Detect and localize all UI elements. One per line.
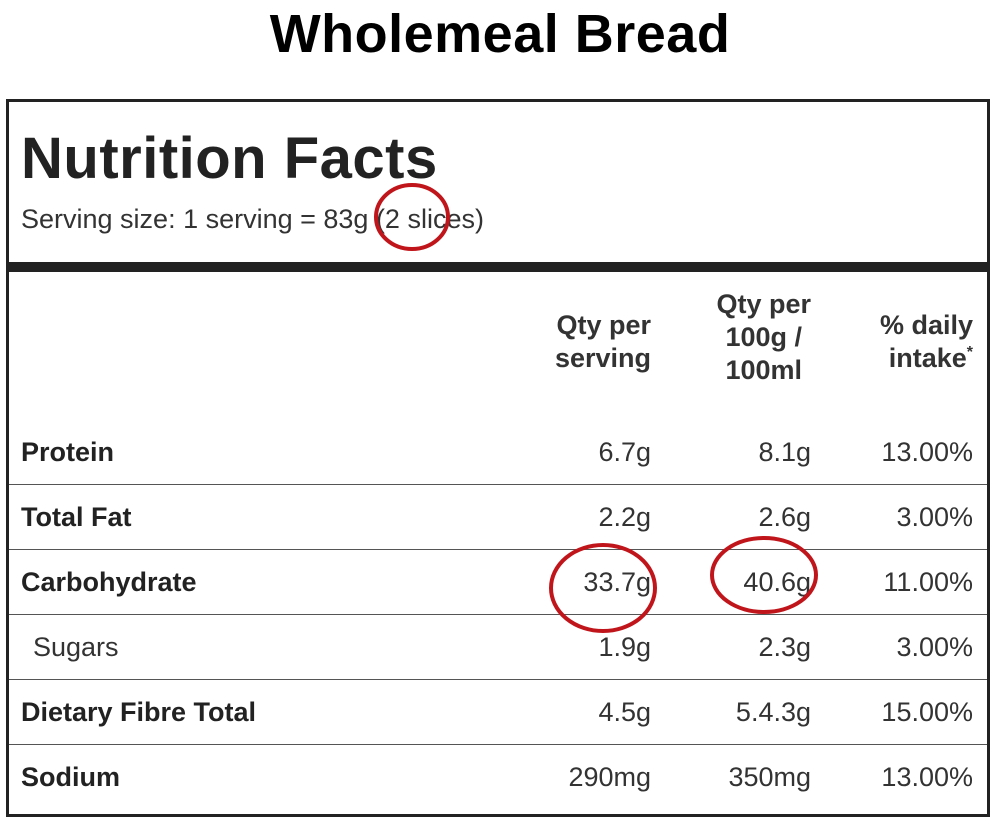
daily-intake-value: 15.00% bbox=[881, 697, 973, 727]
nutrition-facts-heading: Nutrition Facts bbox=[21, 126, 438, 191]
daily-intake-value: 13.00% bbox=[881, 762, 973, 792]
column-header-line: serving bbox=[554, 343, 651, 373]
per-serving-value: 2.2g bbox=[598, 502, 651, 532]
daily-intake-value: 3.00% bbox=[896, 502, 973, 532]
nutrient-row-total-fat: Total Fat 2.2g 2.6g 3.00% bbox=[9, 485, 987, 550]
nutrient-row-dietary-fibre: Dietary Fibre Total 4.5g 5.4.3g 15.00% bbox=[9, 680, 987, 745]
per-100-value: 2.3g bbox=[758, 632, 811, 662]
column-header-per-100: Qty per 100g / 100ml bbox=[716, 288, 811, 387]
footnote-marker: * bbox=[966, 344, 973, 361]
nutrient-name: Sodium bbox=[21, 762, 120, 792]
per-100-value: 40.6g bbox=[743, 567, 811, 597]
daily-intake-value: 3.00% bbox=[896, 632, 973, 662]
daily-intake-value: 11.00% bbox=[883, 567, 973, 597]
per-serving-value: 4.5g bbox=[598, 697, 651, 727]
nutrient-row-protein: Protein 6.7g 8.1g 13.00% bbox=[9, 420, 987, 485]
per-serving-value: 290mg bbox=[568, 762, 651, 792]
column-header-line: Qty per bbox=[716, 289, 811, 319]
per-serving-value: 33.7g bbox=[583, 567, 651, 597]
column-header-line: intake bbox=[888, 343, 967, 373]
column-header-daily-intake: % daily intake* bbox=[880, 309, 973, 375]
nutrient-row-carbohydrate: Carbohydrate 33.7g 40.6g 11.00% bbox=[9, 550, 987, 615]
nutrient-name: Protein bbox=[21, 437, 115, 467]
column-header-line: 100g / bbox=[725, 322, 802, 352]
serving-size-text: Serving size: 1 serving = 83g (2 slices) bbox=[21, 204, 484, 234]
per-100-value: 2.6g bbox=[758, 502, 811, 532]
column-header-per-serving: Qty per serving bbox=[555, 309, 651, 375]
nutrient-row-sodium: Sodium 290mg 350mg 13.00% bbox=[9, 745, 987, 809]
column-header-line: 100ml bbox=[725, 355, 803, 385]
nutrition-facts-label: Nutrition Facts Serving size: 1 serving … bbox=[6, 99, 990, 817]
per-100-value: 8.1g bbox=[758, 437, 811, 467]
nutrient-name: Carbohydrate bbox=[21, 567, 197, 597]
nutrient-name: Total Fat bbox=[21, 502, 132, 532]
thick-divider bbox=[9, 262, 987, 272]
column-header-line: % daily bbox=[879, 310, 973, 340]
nutrient-name: Dietary Fibre Total bbox=[21, 697, 257, 727]
per-serving-value: 1.9g bbox=[598, 632, 651, 662]
per-100-value: 5.4.3g bbox=[735, 697, 811, 727]
nutrient-name: Sugars bbox=[33, 632, 119, 662]
column-header-line: Qty per bbox=[556, 310, 651, 340]
nutrient-row-sugars: Sugars 1.9g 2.3g 3.00% bbox=[9, 615, 987, 680]
page-title: Wholemeal Bread bbox=[269, 4, 731, 64]
daily-intake-value: 13.00% bbox=[881, 437, 973, 467]
per-100-value: 350mg bbox=[728, 762, 811, 792]
per-serving-value: 6.7g bbox=[598, 437, 651, 467]
